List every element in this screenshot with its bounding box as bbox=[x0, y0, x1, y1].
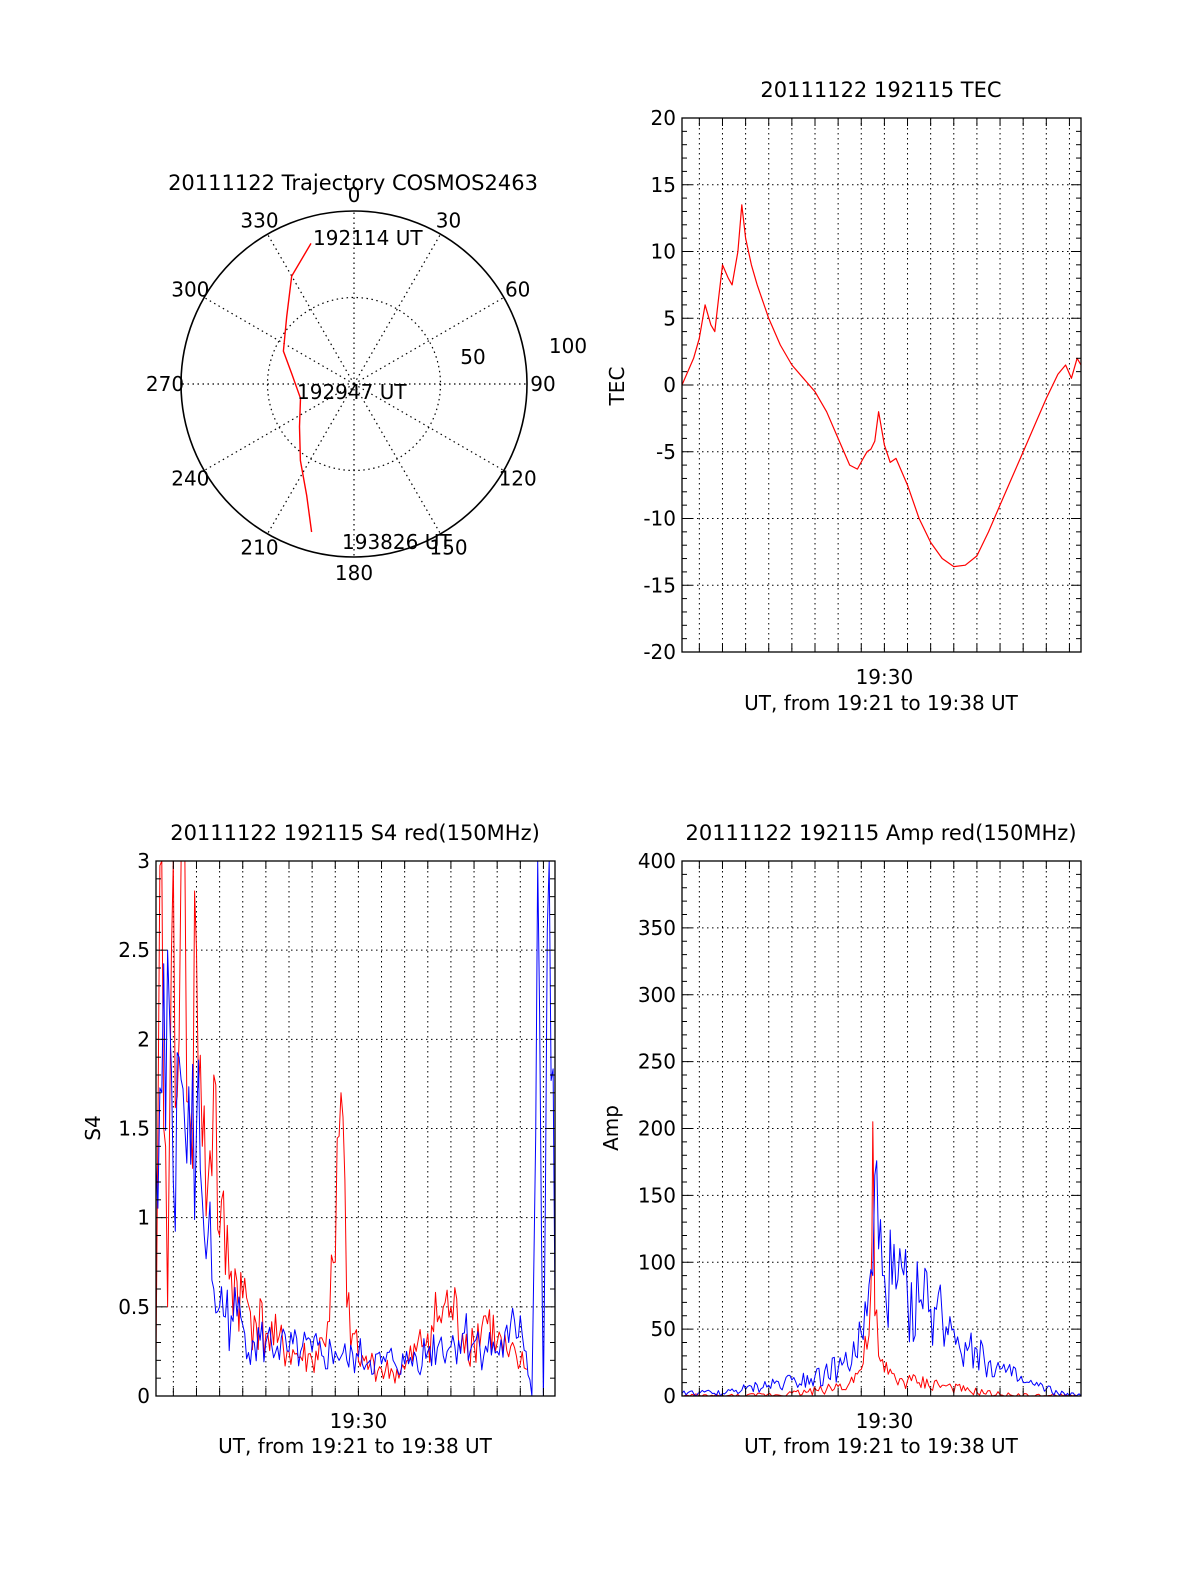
y-tick-label: 0 bbox=[663, 373, 676, 397]
y-tick-label: 1 bbox=[137, 1206, 150, 1230]
trajectory-line bbox=[282, 243, 313, 533]
y-tick-label: 0 bbox=[663, 1384, 676, 1408]
plot-frame bbox=[681, 117, 1082, 653]
y-tick-label: 10 bbox=[651, 240, 676, 264]
y-tick-label: 2 bbox=[137, 1027, 150, 1051]
x-tick-label: 19:30 bbox=[856, 1409, 914, 1433]
y-tick-label: 400 bbox=[638, 849, 676, 873]
y-tick-label: 0 bbox=[137, 1384, 150, 1408]
x-tick-labels: 19:30 bbox=[856, 1409, 914, 1433]
polar-angle-tick-label: 150 bbox=[429, 536, 467, 560]
y-tick-label: 100 bbox=[638, 1250, 676, 1274]
plot-frame bbox=[155, 860, 556, 1397]
trajectory-title: 20111122 Trajectory COSMOS2463 bbox=[168, 171, 538, 195]
polar-spoke bbox=[353, 383, 505, 472]
x-tick-label: 19:30 bbox=[856, 665, 914, 689]
polar-spoke bbox=[203, 296, 355, 385]
plot-series bbox=[155, 860, 556, 1397]
trajectory-polar-panel: 20111122 Trajectory COSMOS2463 0 30 60 90 12… bbox=[146, 171, 587, 585]
polar-angle-tick-label: 210 bbox=[240, 536, 278, 560]
y-tick-label: 300 bbox=[638, 983, 676, 1007]
polar-radial-tick-label: 100 bbox=[549, 334, 587, 358]
s4-title: 20111122 192115 S4 red(150MHz) bbox=[170, 821, 540, 845]
y-tick-labels: -20 -15 -10 -5 0 5 10 15 20 bbox=[643, 106, 676, 664]
polar-radial-tick-label: 50 bbox=[460, 345, 485, 369]
trajectory-mid-label: 192947 UT bbox=[297, 380, 407, 404]
polar-angle-tick-label: 30 bbox=[436, 208, 461, 232]
axis-ticks bbox=[682, 117, 1081, 653]
polar-spoke bbox=[353, 383, 442, 535]
axis-ticks bbox=[682, 860, 1081, 1397]
polar-angle-tick-label: 330 bbox=[240, 208, 278, 232]
polar-radial-labels: 50 100 bbox=[460, 334, 587, 369]
s4-xlabel: UT, from 19:21 to 19:38 UT bbox=[218, 1434, 493, 1458]
s4-plot-area: 0 0.5 1 1.5 2 2.5 3 19:30 bbox=[118, 849, 556, 1433]
polar-grid bbox=[180, 210, 528, 558]
polar-angle-tick-label: 270 bbox=[146, 372, 184, 396]
y-tick-label: 200 bbox=[638, 1117, 676, 1141]
tec-xlabel: UT, from 19:21 to 19:38 UT bbox=[744, 691, 1019, 715]
polar-angle-tick-label: 240 bbox=[171, 467, 209, 491]
polar-spoke bbox=[353, 233, 442, 385]
plot-series bbox=[681, 1121, 1082, 1397]
s4-panel: 20111122 192115 S4 red(150MHz) S4 UT, fr… bbox=[81, 821, 556, 1458]
y-tick-label: -20 bbox=[643, 640, 676, 664]
amp-plot-area: 0 50 100 150 200 250 300 350 400 19:30 bbox=[638, 849, 1082, 1433]
polar-angle-tick-label: 60 bbox=[505, 278, 530, 302]
amp-series-line bbox=[681, 1160, 1082, 1397]
trajectory-end-label: 193826 UT bbox=[342, 530, 452, 554]
plot-grid bbox=[682, 117, 1081, 653]
polar-angle-tick-label: 120 bbox=[499, 467, 537, 491]
y-tick-label: 2.5 bbox=[118, 938, 150, 962]
tec-series-line bbox=[681, 204, 1082, 568]
axis-ticks bbox=[156, 860, 555, 1397]
y-tick-label: 50 bbox=[651, 1317, 676, 1341]
y-tick-label: 350 bbox=[638, 916, 676, 940]
polar-spoke bbox=[266, 383, 355, 535]
y-tick-label: -15 bbox=[643, 573, 676, 597]
polar-spoke bbox=[203, 383, 355, 472]
y-tick-labels: 0 50 100 150 200 250 300 350 400 bbox=[638, 849, 676, 1408]
tec-panel: 20111122 192115 TEC TEC UT, from 19:21 t… bbox=[605, 78, 1082, 715]
y-tick-label: 5 bbox=[663, 306, 676, 330]
polar-outer-circle bbox=[180, 210, 528, 558]
amp-panel: 20111122 192115 Amp red(150MHz) Amp UT, … bbox=[599, 821, 1082, 1458]
y-tick-label: 0.5 bbox=[118, 1295, 150, 1319]
x-tick-label: 19:30 bbox=[330, 1409, 388, 1433]
polar-angle-tick-label: 180 bbox=[335, 561, 373, 585]
polar-angle-tick-label: 300 bbox=[171, 278, 209, 302]
s4-series-line bbox=[155, 860, 529, 1384]
tec-ylabel: TEC bbox=[605, 367, 629, 407]
polar-angle-tick-label: 0 bbox=[348, 183, 361, 207]
s4-ylabel: S4 bbox=[81, 1115, 105, 1140]
plot-grid bbox=[156, 860, 555, 1397]
polar-angle-labels: 0 30 60 90 120 150 180 210 240 270 300 330 bbox=[146, 183, 556, 585]
x-tick-labels: 19:30 bbox=[330, 1409, 388, 1433]
trajectory-series bbox=[282, 243, 313, 533]
y-tick-label: -10 bbox=[643, 507, 676, 531]
amp-ylabel: Amp bbox=[599, 1105, 623, 1151]
s4-series-line bbox=[155, 860, 556, 1397]
amp-xlabel: UT, from 19:21 to 19:38 UT bbox=[744, 1434, 1019, 1458]
plot-series bbox=[681, 204, 1082, 568]
polar-spoke bbox=[353, 296, 505, 385]
y-tick-label: 250 bbox=[638, 1050, 676, 1074]
trajectory-start-label: 192114 UT bbox=[313, 226, 423, 250]
plot-grid bbox=[682, 860, 1081, 1397]
tec-plot-area: -20 -15 -10 -5 0 5 10 15 20 19:30 bbox=[643, 106, 1082, 689]
y-tick-label: 20 bbox=[651, 106, 676, 130]
y-tick-label: 1.5 bbox=[118, 1117, 150, 1141]
tec-title: 20111122 192115 TEC bbox=[760, 78, 1001, 102]
amp-title: 20111122 192115 Amp red(150MHz) bbox=[685, 821, 1076, 845]
polar-angle-tick-label: 90 bbox=[530, 372, 555, 396]
x-tick-labels: 19:30 bbox=[856, 665, 914, 689]
y-tick-label: 150 bbox=[638, 1183, 676, 1207]
y-tick-label: 3 bbox=[137, 849, 150, 873]
plot-frame bbox=[681, 860, 1082, 1397]
y-tick-label: 15 bbox=[651, 173, 676, 197]
y-tick-label: -5 bbox=[656, 440, 676, 464]
y-tick-labels: 0 0.5 1 1.5 2 2.5 3 bbox=[118, 849, 150, 1408]
polar-spoke bbox=[266, 233, 355, 385]
